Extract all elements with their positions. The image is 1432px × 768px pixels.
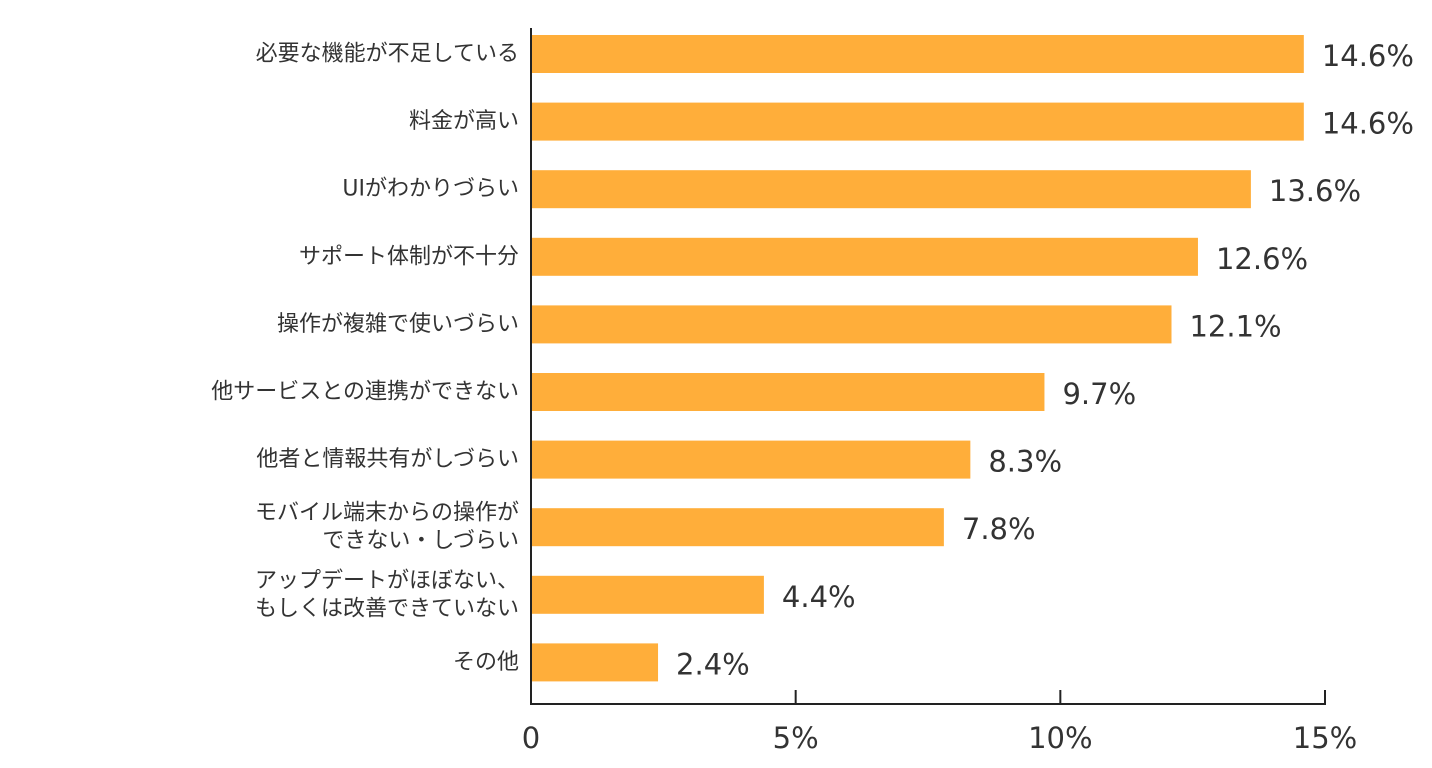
category-label-2: 料金が高い	[409, 109, 519, 134]
value-label-7: 8.3%	[988, 445, 1062, 479]
value-label-10: 2.4%	[676, 647, 750, 681]
value-label-9: 4.4%	[782, 580, 856, 614]
category-label-9-line-1: アップデートがほぼない、	[255, 568, 519, 593]
category-label-5: 操作が複雑で使いづらい	[277, 312, 519, 337]
value-label-5: 12.1%	[1189, 309, 1281, 343]
bar-5	[531, 305, 1172, 344]
bar-2	[531, 102, 1304, 141]
value-label-3: 13.6%	[1269, 174, 1361, 208]
category-label-1: 必要な機能が不足している	[256, 42, 519, 67]
category-label-3: UIがわかりづらい	[342, 177, 519, 202]
category-label-7: 他者と情報共有がしづらい	[256, 447, 519, 472]
bar-7	[531, 440, 971, 479]
value-label-8: 7.8%	[962, 512, 1036, 546]
value-label-1: 14.6%	[1322, 39, 1414, 73]
bar-1	[531, 35, 1304, 73]
bar-4	[531, 237, 1198, 276]
x-tick-label-3: 10%	[1028, 721, 1092, 755]
category-label-9-line-2: もしくは改善できていない	[255, 596, 519, 621]
x-tick-label-4: 15%	[1293, 721, 1357, 755]
bar-10	[531, 643, 659, 682]
bar-8	[531, 508, 944, 547]
x-tick-label-2: 5%	[773, 721, 819, 755]
bar-6	[531, 373, 1045, 411]
x-tick-label-1: 0	[522, 721, 540, 755]
category-label-6: 他サービスとの連携ができない	[211, 380, 519, 405]
value-label-4: 12.6%	[1216, 242, 1308, 276]
category-label-8-line-1: モバイル端末からの操作が	[255, 501, 519, 526]
value-label-2: 14.6%	[1322, 107, 1414, 141]
value-label-6: 9.7%	[1062, 377, 1136, 411]
bar-3	[531, 170, 1251, 209]
category-label-4: サポート体制が不十分	[299, 244, 519, 269]
category-label-8-line-2: できない・しづらい	[322, 529, 519, 554]
bar-9	[531, 575, 764, 614]
category-label-10: その他	[453, 650, 519, 675]
